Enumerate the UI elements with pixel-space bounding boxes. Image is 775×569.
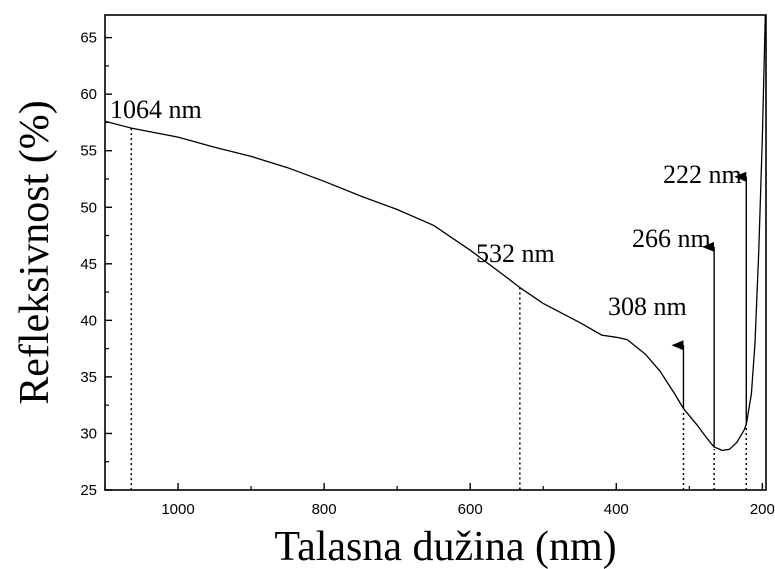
plot-area-frame: [104, 14, 767, 491]
x-axis-title: Talasna dužina (nm): [274, 524, 616, 569]
y-tick-label: 55: [80, 143, 97, 160]
reflectivity-series-line: [104, 14, 766, 452]
ticks-layer: 1000 800 600 400 200 25 30 35 40 45 50 55 60 65: [80, 30, 775, 518]
x-tick-label: 200: [750, 501, 775, 518]
markers-layer: 1064 nm 532 nm 308 nm 266 nm 222 nm: [110, 95, 748, 490]
marker-label: 266 nm: [632, 224, 711, 253]
y-tick-label: 45: [80, 256, 97, 273]
marker-label: 308 nm: [608, 292, 687, 321]
y-tick-label: 65: [80, 30, 97, 47]
x-tick-label: 400: [604, 501, 629, 518]
marker-label: 222 nm: [663, 160, 742, 189]
x-tick-label: 600: [458, 501, 483, 518]
y-axis-title: Refleksivnost (%): [12, 100, 58, 404]
y-tick-label: 30: [80, 425, 97, 442]
x-tick-label: 1000: [161, 501, 194, 518]
marker-label: 1064 nm: [110, 95, 202, 124]
y-tick-label: 60: [80, 86, 97, 103]
x-tick-label: 800: [312, 501, 337, 518]
y-tick-label: 35: [80, 369, 97, 386]
marker-label: 532 nm: [476, 239, 555, 268]
y-tick-label: 25: [80, 482, 97, 499]
y-tick-label: 50: [80, 199, 97, 216]
y-tick-label: 40: [80, 312, 97, 329]
